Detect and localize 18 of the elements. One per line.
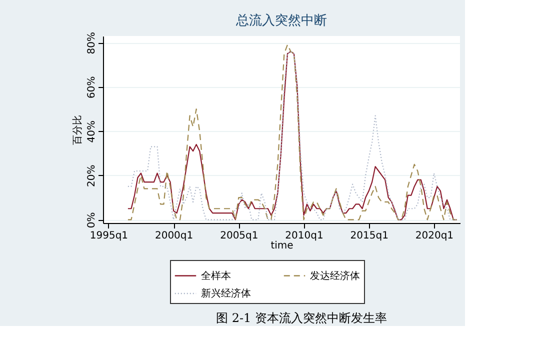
x-tick-label: 2010q1 bbox=[285, 230, 324, 242]
x-tick-label: 2015q1 bbox=[350, 230, 388, 242]
x-tick-label: 1995q1 bbox=[90, 230, 128, 242]
y-axis-title: 百分比 bbox=[72, 115, 84, 145]
x-tick-label: 2020q1 bbox=[415, 230, 454, 242]
y-tick-label: 80% bbox=[86, 32, 98, 54]
legend-label: 全样本 bbox=[201, 270, 231, 282]
x-tick-label: 2005q1 bbox=[220, 230, 258, 242]
y-tick-label: 60% bbox=[86, 76, 98, 99]
chart-title: 总流入突然中断 bbox=[235, 12, 327, 29]
legend-label: 新兴经济体 bbox=[201, 288, 251, 300]
caption: 图 2-1 资本流入突然中断发生率 bbox=[216, 311, 387, 325]
legend-label: 发达经济体 bbox=[310, 270, 360, 282]
y-tick-label: 40% bbox=[86, 120, 98, 143]
y-tick-label: 0% bbox=[86, 212, 98, 228]
y-tick-label: 20% bbox=[86, 164, 98, 188]
x-axis-title: time bbox=[270, 240, 294, 252]
x-tick-label: 2000q1 bbox=[154, 230, 194, 242]
